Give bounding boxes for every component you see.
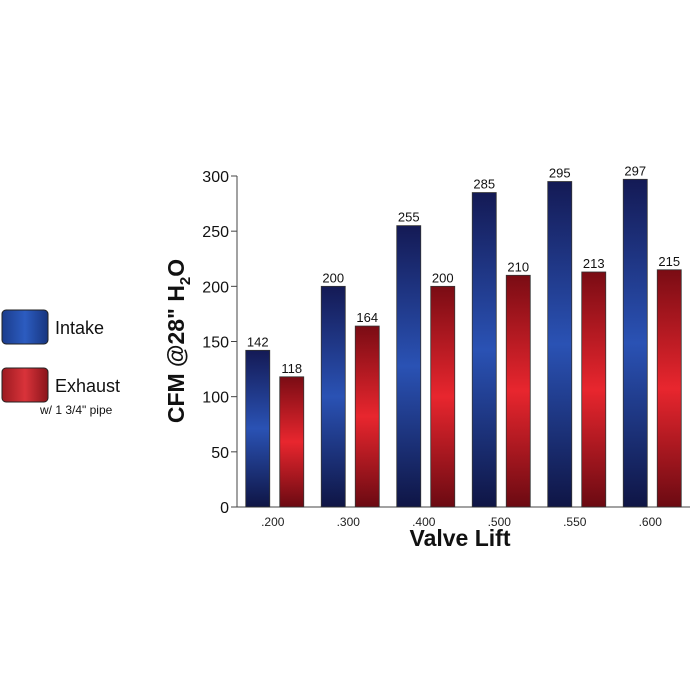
- legend-note: w/ 1 3/4" pipe: [39, 403, 113, 417]
- x-tick-label: .200: [261, 515, 285, 529]
- bar-exhaust-2: [430, 285, 456, 508]
- y-tick-label: 50: [211, 445, 229, 462]
- value-label: 285: [473, 177, 495, 192]
- value-label: 164: [356, 310, 378, 325]
- y-tick-label: 0: [220, 500, 229, 517]
- y-tick-label: 200: [202, 279, 229, 296]
- x-tick-label: .400: [412, 515, 436, 529]
- value-label: 255: [398, 210, 420, 225]
- bar-exhaust-1: [354, 325, 380, 508]
- bar-intake-1: [320, 285, 346, 508]
- legend-label-intake: Intake: [55, 318, 104, 338]
- legend-label-exhaust: Exhaust: [55, 376, 120, 396]
- x-tick-label: .600: [639, 515, 663, 529]
- y-tick-label: 150: [202, 335, 229, 352]
- legend-swatch-exhaust: [1, 367, 49, 403]
- value-label: 210: [507, 259, 529, 274]
- y-tick-label: 100: [202, 390, 229, 407]
- bar-exhaust-3: [505, 274, 531, 508]
- bar-intake-5: [622, 178, 648, 508]
- x-categories: .200 .300 .400 .500 .550 .600: [261, 515, 662, 529]
- bar-intake-3: [471, 192, 497, 508]
- value-label: 142: [247, 334, 269, 349]
- value-label: 215: [658, 254, 680, 269]
- y-axis-title: CFM @28" H2O: [163, 259, 194, 423]
- bar-intake-0: [245, 349, 271, 508]
- value-label: 200: [322, 270, 344, 285]
- x-tick-label: .500: [488, 515, 512, 529]
- value-label: 297: [624, 163, 646, 178]
- bar-intake-4: [547, 181, 573, 508]
- x-axis-title: Valve Lift: [410, 525, 511, 551]
- y-tick-label: 250: [202, 224, 229, 241]
- value-label: 118: [281, 361, 302, 376]
- x-tick-label: .300: [337, 515, 361, 529]
- value-label: 213: [583, 256, 605, 271]
- bar-exhaust-0: [279, 376, 305, 508]
- bar-exhaust-5: [656, 269, 682, 508]
- bar-intake-2: [396, 225, 422, 508]
- value-label: 295: [549, 166, 571, 181]
- value-label: 200: [432, 270, 454, 285]
- legend: Intake Exhaust w/ 1 3/4" pipe: [1, 309, 120, 417]
- legend-swatch-intake: [1, 309, 49, 345]
- value-labels: 142 118 200 164 255 200 285 210 295 213 297 215: [247, 163, 680, 375]
- bars: [245, 178, 682, 508]
- bar-exhaust-4: [581, 271, 607, 508]
- y-tick-label: 300: [202, 169, 229, 186]
- y-ticks: 0 50 100 150 200 250 300: [202, 169, 237, 517]
- x-tick-label: .550: [563, 515, 587, 529]
